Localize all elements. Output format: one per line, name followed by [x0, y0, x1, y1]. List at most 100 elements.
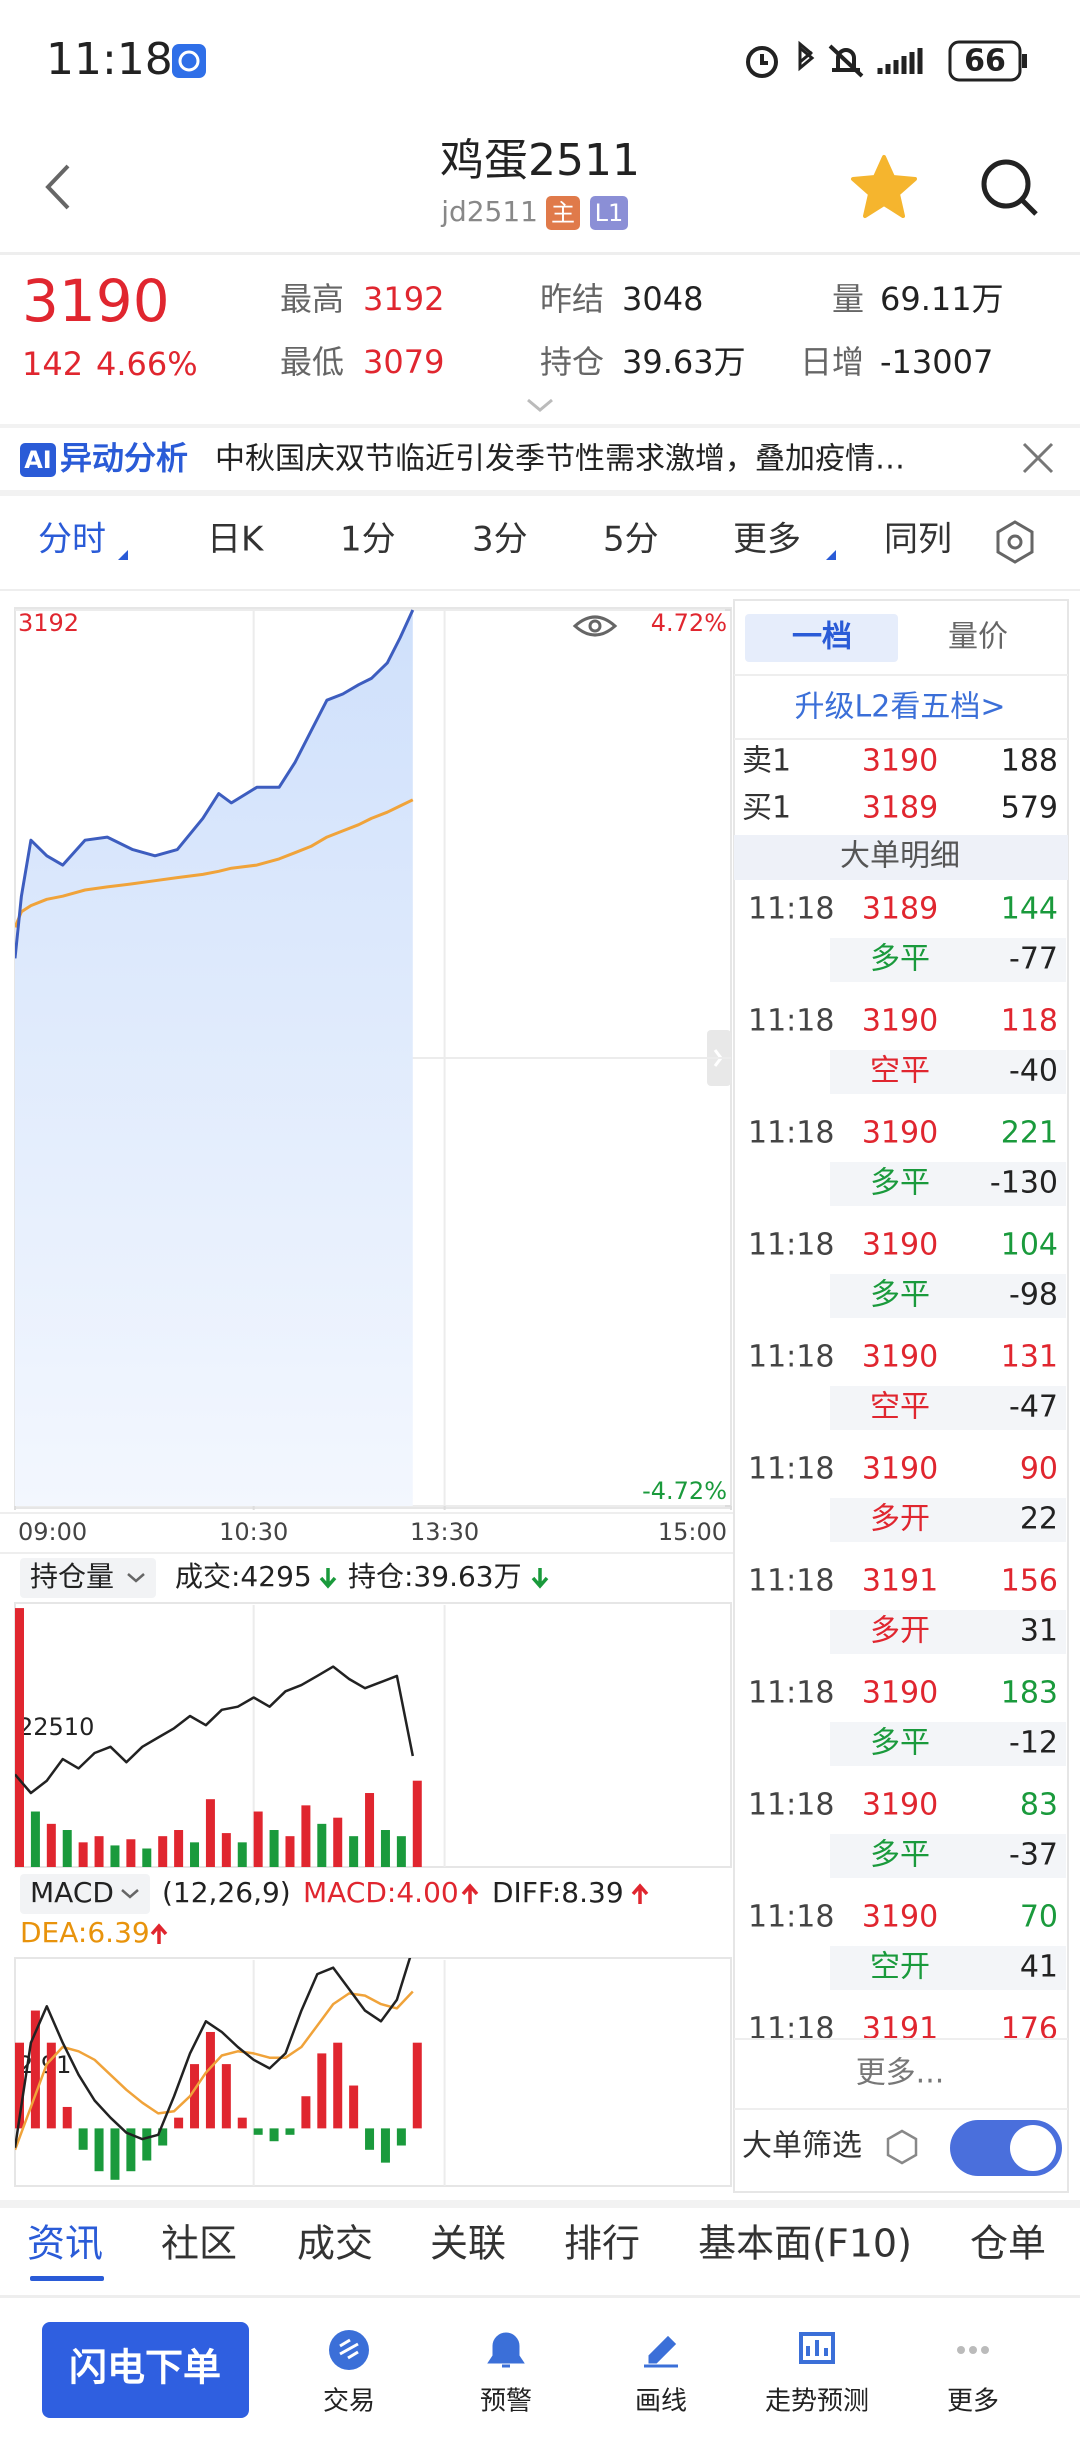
expand-chevron[interactable] — [527, 398, 553, 412]
bottom-tab[interactable]: 排行 — [564, 2222, 640, 2266]
order-panel — [733, 599, 1069, 2193]
toggle-knob — [1010, 2125, 1056, 2171]
deal-volume: 144 — [1001, 892, 1058, 927]
deal-price: 3189 — [862, 892, 938, 927]
upgrade-link[interactable]: 升级L2看五档> — [795, 690, 1006, 725]
favorite-star[interactable] — [851, 155, 917, 218]
search-button[interactable] — [981, 159, 1038, 216]
macd-bar — [317, 2053, 327, 2129]
bottom-tab[interactable]: 资讯 — [27, 2222, 103, 2266]
nav-item[interactable]: 更多 — [947, 2387, 999, 2417]
period-tab[interactable]: 同列 — [884, 520, 952, 560]
battery-tip — [1022, 54, 1027, 68]
volume-bar — [30, 1811, 40, 1867]
deal-oi-change: 22 — [1020, 1502, 1058, 1537]
x-tick-label: 15:00 — [658, 1518, 727, 1546]
deal-time: 11:18 — [748, 1116, 834, 1151]
more-link[interactable]: 更多... — [856, 2056, 945, 2091]
up-arrow — [631, 1883, 649, 1904]
macd-bar — [30, 2010, 40, 2129]
macd-bar — [285, 2128, 295, 2135]
bottom-tab[interactable]: 成交 — [297, 2222, 373, 2266]
nav-item[interactable]: 画线 — [635, 2387, 687, 2417]
macd-bar — [253, 2128, 263, 2135]
volume-bar — [301, 1805, 311, 1867]
nav-item[interactable]: 预警 — [480, 2387, 532, 2417]
deal-volume: 183 — [1001, 1676, 1058, 1711]
macd-bar — [333, 2042, 343, 2129]
quote-label: 日增 — [800, 343, 864, 381]
deal-oi-change: -12 — [1009, 1726, 1058, 1761]
deal-type: 空平 — [870, 1390, 930, 1425]
ai-summary[interactable]: 中秋国庆双节临近引发季节性需求激增，叠加疫情… — [215, 442, 905, 477]
deal-type: 多平 — [870, 1838, 930, 1873]
deal-volume: 221 — [1001, 1116, 1058, 1151]
panel-tab[interactable]: 量价 — [948, 620, 1008, 655]
macd-value-label: DEA:6.39 — [20, 1916, 150, 1949]
quote-value: 3192 — [363, 280, 444, 318]
period-tab[interactable]: 分时 — [38, 520, 106, 560]
volume-bar — [126, 1839, 136, 1867]
y-tick-label: 3192 — [18, 609, 79, 637]
period-tab[interactable]: 1分 — [340, 520, 396, 560]
period-tab[interactable]: 3分 — [472, 520, 528, 560]
deal-oi-change: -77 — [1009, 942, 1058, 977]
divider — [0, 424, 1080, 428]
divider — [734, 2038, 1068, 2040]
deal-time: 11:18 — [748, 1228, 834, 1263]
volume-bar — [333, 1817, 343, 1867]
indicator-name: MACD — [30, 1876, 114, 1909]
panel-tab-active[interactable] — [745, 614, 898, 662]
period-tab[interactable]: 更多 — [733, 520, 801, 560]
volume-bar — [237, 1842, 247, 1867]
tab-dropdown-glyph — [118, 550, 128, 560]
filter-settings[interactable] — [886, 2129, 918, 2165]
status-time: 11:18 — [46, 34, 173, 85]
volume-bar — [380, 1830, 390, 1867]
nav-item[interactable]: 交易 — [323, 2387, 375, 2417]
up-arrow — [150, 1923, 168, 1944]
deal-subrow — [830, 1050, 1066, 1094]
bottom-tab[interactable]: 仓单 — [970, 2222, 1046, 2266]
indicator-selector[interactable] — [20, 1558, 156, 1598]
deal-time: 11:18 — [748, 2012, 834, 2047]
macd-bar — [174, 2117, 184, 2129]
macd-bar — [237, 2117, 247, 2129]
deal-volume: 70 — [1020, 1900, 1058, 1935]
deal-type: 多平 — [870, 1726, 930, 1761]
bottom-tab[interactable]: 社区 — [161, 2222, 237, 2266]
panel-tab[interactable]: 一档 — [792, 620, 852, 655]
deal-time: 11:18 — [748, 1340, 834, 1375]
nav-item[interactable]: 走势预测 — [765, 2387, 869, 2417]
bottom-tab[interactable]: 关联 — [430, 2222, 506, 2266]
settings-button[interactable] — [996, 520, 1034, 564]
macd-bar — [15, 2042, 24, 2129]
eye-icon[interactable] — [572, 615, 618, 637]
deal-subrow — [830, 1946, 1066, 1990]
period-tab[interactable]: 日K — [207, 520, 265, 560]
average-line — [15, 798, 414, 928]
deal-subrow — [830, 938, 1066, 982]
deal-price: 3190 — [862, 1004, 938, 1039]
indicator-selector[interactable] — [20, 1874, 150, 1914]
macd-value-label: DIFF:8.39 — [492, 1876, 624, 1909]
book-volume: 188 — [1001, 744, 1058, 779]
quick-order-button[interactable] — [42, 2322, 249, 2418]
macd-bar — [349, 2085, 359, 2129]
settings-glyph — [1007, 534, 1023, 550]
badge — [546, 196, 580, 230]
deal-price: 3190 — [862, 1116, 938, 1151]
volume-bar — [78, 1842, 88, 1867]
bottom-tab[interactable]: 基本面(F10) — [698, 2222, 912, 2266]
deal-price: 3190 — [862, 1228, 938, 1263]
badge-text: 主 — [551, 199, 575, 227]
period-tab[interactable]: 5分 — [603, 520, 659, 560]
deal-price: 3190 — [862, 1900, 938, 1935]
macd-bar — [269, 2128, 279, 2142]
chart-frame — [14, 1957, 732, 2187]
volume-bar — [205, 1799, 215, 1867]
back-button[interactable] — [45, 164, 70, 210]
last-price: 3190 — [22, 267, 170, 335]
volume-bar — [349, 1836, 359, 1867]
close-button[interactable] — [1022, 442, 1054, 474]
